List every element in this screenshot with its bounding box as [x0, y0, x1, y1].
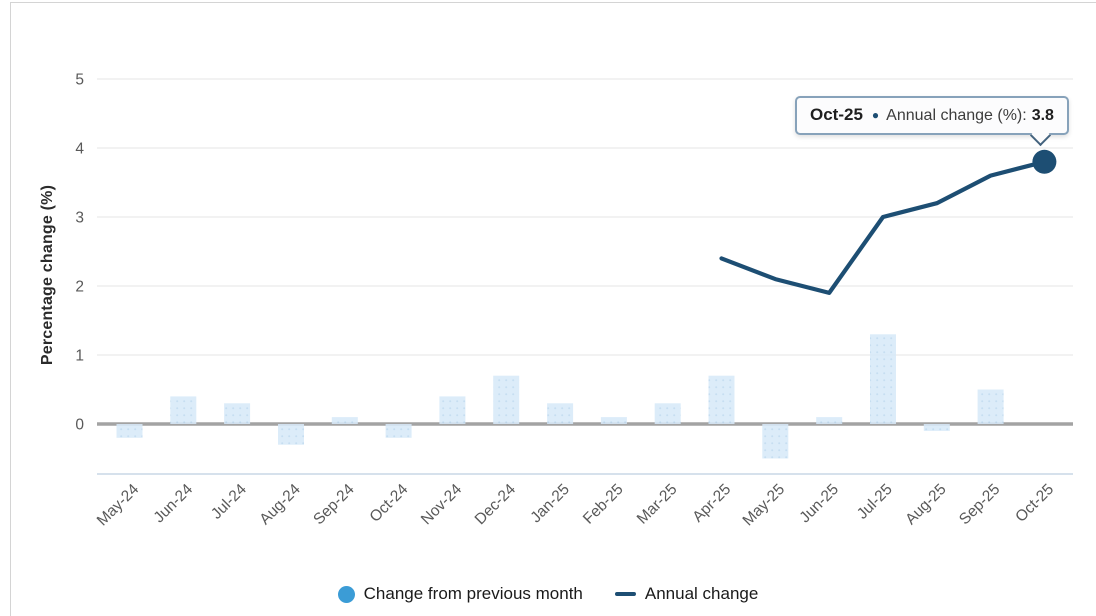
- tooltip-value: 3.8: [1031, 107, 1054, 124]
- x-tick-label: Sep-24: [310, 481, 358, 529]
- x-tick-label: Jan-25: [527, 481, 573, 527]
- legend-item-annual-change[interactable]: Annual change: [614, 584, 759, 604]
- bar[interactable]: [870, 334, 896, 424]
- x-tick-label: Sep-25: [956, 481, 1003, 528]
- x-tick-label: May-24: [94, 481, 143, 530]
- bar[interactable]: [170, 396, 197, 424]
- series-marker-dot-icon: ●: [871, 108, 880, 122]
- y-tick-label: 5: [75, 72, 84, 89]
- x-tick-label: Aug-24: [256, 481, 304, 529]
- bar[interactable]: [385, 424, 412, 438]
- x-tick-label: Aug-25: [902, 481, 949, 528]
- chart-legend: Change from previous month Annual change: [0, 578, 1096, 610]
- x-tick-label: Feb-25: [580, 481, 627, 528]
- legend-item-label: Change from previous month: [363, 584, 583, 603]
- bar[interactable]: [654, 403, 681, 424]
- bar[interactable]: [600, 417, 627, 424]
- x-tick-label: Jun-24: [151, 481, 197, 527]
- bar[interactable]: [923, 424, 950, 431]
- line-series-marker-icon: [614, 592, 636, 596]
- x-tick-label: May-25: [740, 481, 789, 530]
- tooltip-series-text: Annual change (%):: [886, 107, 1027, 124]
- bar-series-marker-icon: [337, 585, 355, 603]
- y-tick-label: 1: [75, 348, 84, 365]
- bar[interactable]: [493, 375, 520, 424]
- bar[interactable]: [708, 375, 735, 424]
- x-tick-label: Dec-24: [472, 481, 520, 529]
- x-tick-label: Jun-25: [796, 481, 842, 527]
- gridlines: [97, 78, 1073, 475]
- y-tick-labels: 0 1 2 3 4 5: [75, 72, 84, 434]
- legend-item-monthly-change[interactable]: Change from previous month: [337, 584, 583, 604]
- y-tick-label: 2: [75, 279, 84, 296]
- x-tick-label: Mar-25: [634, 481, 681, 528]
- legend-item-label: Annual change: [644, 584, 759, 603]
- panel-border-left: [10, 2, 11, 616]
- y-axis-title: Percentage change (%): [39, 184, 56, 366]
- bar[interactable]: [331, 417, 358, 424]
- tooltip: Oct-25 ● Annual change (%): 3.8: [795, 96, 1069, 135]
- bar[interactable]: [762, 424, 789, 459]
- y-tick-label: 3: [75, 210, 84, 227]
- bar[interactable]: [547, 403, 574, 424]
- bar[interactable]: [224, 403, 251, 424]
- x-tick-label: Oct-25: [1012, 481, 1057, 526]
- bar[interactable]: [816, 417, 843, 424]
- x-tick-label: Jul-25: [854, 481, 896, 523]
- bar[interactable]: [977, 389, 1004, 425]
- x-tick-labels: May-24 Jun-24 Jul-24 Aug-24 Sep-24 Oct-24 Nov-…: [94, 481, 1057, 530]
- active-point-marker[interactable]: [1032, 149, 1057, 174]
- y-tick-label: 4: [75, 141, 84, 158]
- x-tick-label: Apr-25: [689, 481, 734, 526]
- panel-border-top: [10, 2, 1096, 3]
- tooltip-category-label: Oct-25: [810, 105, 863, 124]
- bars-series: [116, 334, 1004, 459]
- x-tick-label: Nov-24: [418, 481, 466, 529]
- y-tick-label: 0: [75, 417, 84, 434]
- bar[interactable]: [278, 424, 304, 445]
- annual-change-line[interactable]: [719, 159, 1047, 295]
- x-tick-label: Jul-24: [208, 481, 250, 523]
- bar[interactable]: [116, 424, 143, 438]
- bar[interactable]: [439, 396, 466, 424]
- x-tick-label: Oct-24: [367, 481, 412, 526]
